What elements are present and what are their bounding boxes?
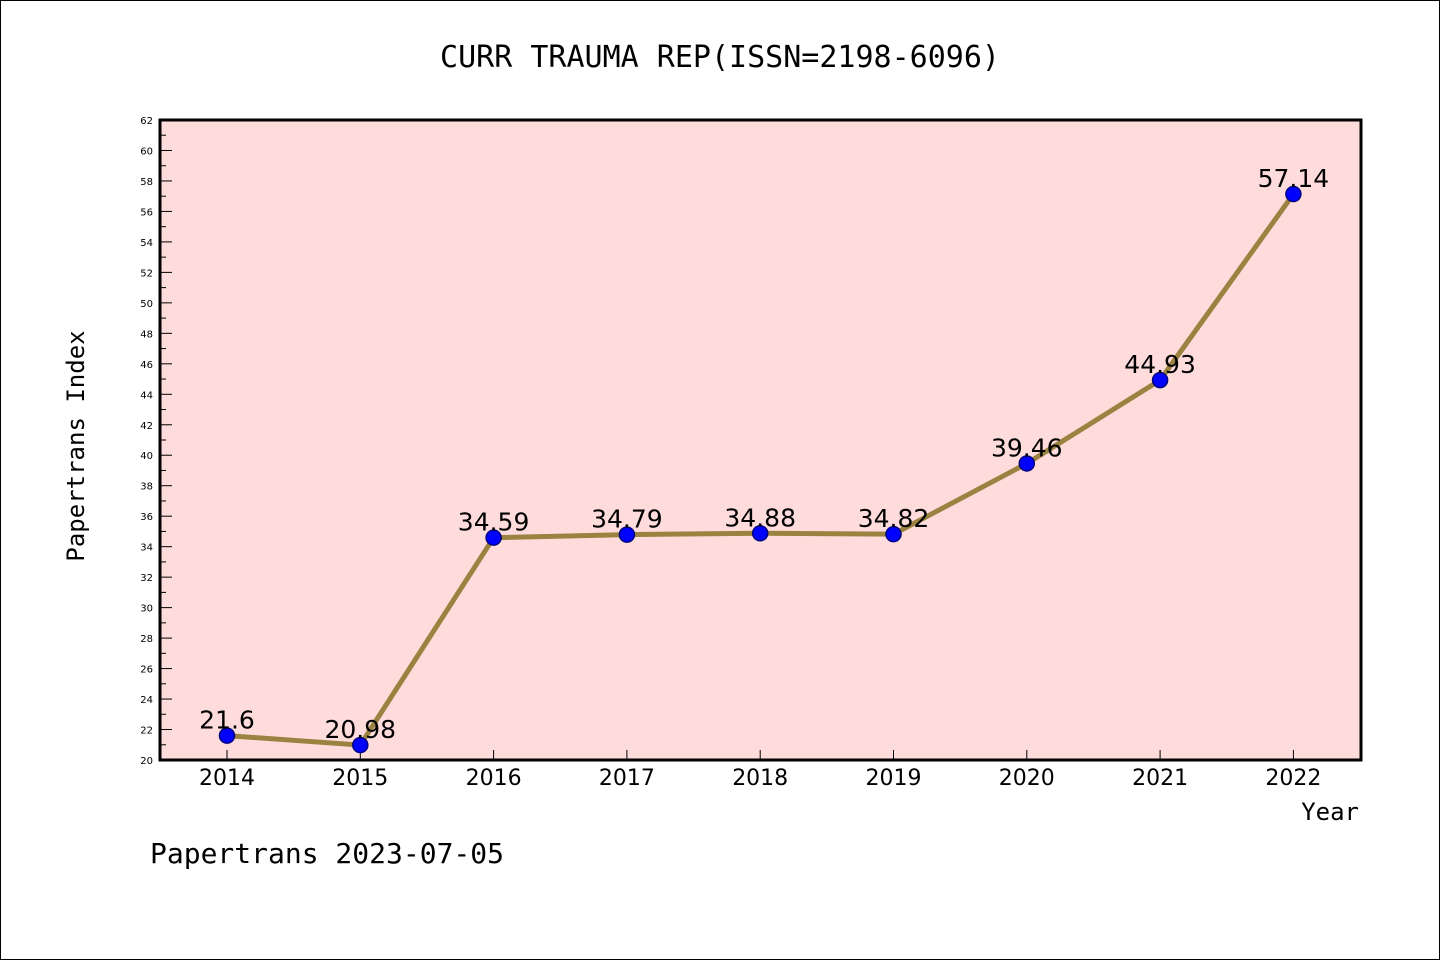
x-tick-label: 2022 xyxy=(1265,766,1321,791)
y-tick-label: 40 xyxy=(140,451,153,462)
y-tick-label: 28 xyxy=(140,634,153,645)
y-tick-label: 36 xyxy=(140,512,153,523)
x-tick-label: 2014 xyxy=(199,766,255,791)
data-label: 39.46 xyxy=(991,433,1063,462)
y-axis-ticks: 20 22 24 26 28 30 32 34 36 38 40 42 44 46 48 50 52 54 56 58… xyxy=(140,116,172,767)
footer-credit: Papertrans 2023-07-05 xyxy=(150,837,504,870)
y-tick-label: 56 xyxy=(140,207,153,218)
plot-border xyxy=(158,118,1363,762)
data-point xyxy=(618,526,636,543)
data-point xyxy=(485,529,502,546)
data-label: 44.93 xyxy=(1124,350,1196,379)
data-label: 34.79 xyxy=(591,505,663,534)
chart-title: CURR TRAUMA REP(ISSN=2198-6096) xyxy=(440,40,1000,75)
x-tick-label: 2015 xyxy=(332,766,388,791)
y-tick-label: 46 xyxy=(140,360,153,371)
data-label: 21.6 xyxy=(199,706,255,735)
data-point xyxy=(1151,371,1169,389)
x-tick-label: 2021 xyxy=(1132,766,1188,791)
x-tick-label: 2016 xyxy=(466,766,522,791)
x-tick-label: 2018 xyxy=(732,766,788,791)
y-tick-label: 60 xyxy=(140,146,153,157)
data-label: 57.14 xyxy=(1258,164,1330,193)
x-tick-label: 2020 xyxy=(999,766,1055,791)
y-tick-label: 50 xyxy=(140,299,153,310)
y-tick-label: 24 xyxy=(140,695,153,706)
x-tick-label: 2019 xyxy=(866,766,922,791)
y-tick-label: 38 xyxy=(140,482,153,493)
plot-area xyxy=(160,120,1361,760)
y-tick-label: 26 xyxy=(140,665,153,676)
y-tick-label: 44 xyxy=(140,390,153,401)
data-label: 34.82 xyxy=(858,504,930,533)
y-tick-label: 48 xyxy=(140,329,153,340)
series-group: 21.6 20.98 34.59 34.79 34.88 34.82 39.46 44.93 5… xyxy=(199,164,1330,754)
y-tick-label: 32 xyxy=(140,573,153,584)
y-tick-label: 20 xyxy=(140,756,153,767)
data-point xyxy=(218,727,236,744)
data-point xyxy=(885,525,902,543)
data-point xyxy=(352,736,369,754)
data-point xyxy=(1285,185,1302,203)
y-tick-label: 54 xyxy=(140,238,153,249)
data-label: 34.59 xyxy=(458,508,530,537)
y-tick-label: 34 xyxy=(140,543,153,554)
data-label: 34.88 xyxy=(724,503,796,532)
y-tick-label: 52 xyxy=(140,268,153,279)
x-axis-ticks: 2014 2015 2016 2017 2018 2019 2020 2021 2022 xyxy=(199,750,1321,791)
data-point xyxy=(1018,455,1036,472)
data-point xyxy=(751,525,769,542)
y-tick-label: 62 xyxy=(140,116,153,127)
y-axis-title: Papertrans Index xyxy=(62,330,90,561)
data-label: 20.98 xyxy=(325,715,397,744)
y-tick-label: 58 xyxy=(140,177,153,188)
y-tick-label: 30 xyxy=(140,604,153,615)
x-tick-label: 2017 xyxy=(599,766,655,791)
y-tick-label: 22 xyxy=(140,726,153,737)
y-tick-label: 42 xyxy=(140,421,153,432)
x-axis-title: Year xyxy=(1301,798,1359,826)
